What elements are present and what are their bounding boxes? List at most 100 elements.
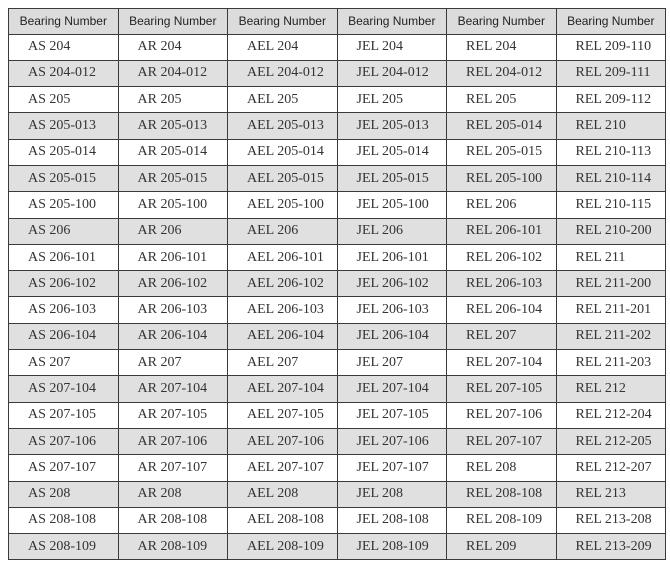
table-cell: REL 204-012 bbox=[446, 59, 557, 88]
table-cell: AEL 206 bbox=[227, 217, 338, 245]
table-cell: REL 206-104 bbox=[446, 296, 557, 324]
table-cell: REL 205 bbox=[446, 86, 557, 114]
table-row: AS 205-015 AR 205-015 AEL 205-015 JEL 205-0… bbox=[8, 164, 666, 193]
table-cell: AR 205-014 bbox=[117, 138, 228, 166]
table-cell: AR 207-105 bbox=[117, 401, 228, 429]
table-cell: AR 207-107 bbox=[117, 454, 228, 482]
header-row: Bearing Number Bearing Number Bearing Numb… bbox=[8, 8, 666, 35]
column-header: Bearing Number bbox=[8, 8, 119, 35]
table-cell: AEL 208-109 bbox=[227, 533, 338, 561]
table-cell: JEL 208-109 bbox=[336, 533, 447, 561]
table-cell: JEL 207-106 bbox=[336, 427, 447, 456]
table-cell: AEL 206-103 bbox=[227, 296, 338, 324]
bearing-number-table: Bearing Number Bearing Number Bearing Numb… bbox=[8, 8, 666, 561]
column-header: Bearing Number bbox=[555, 8, 666, 35]
table-cell: AS 207-105 bbox=[8, 401, 119, 429]
table-cell: REL 207-107 bbox=[446, 427, 557, 456]
table-cell: AEL 205-014 bbox=[227, 138, 338, 166]
table-cell: REL 211 bbox=[555, 243, 666, 272]
table-cell: REL 209-111 bbox=[555, 59, 666, 88]
table-cell: REL 205-015 bbox=[446, 138, 557, 166]
table-cell: REL 210 bbox=[555, 112, 666, 140]
table-row: AS 207-107 AR 207-107 AEL 207-107 JEL 207-1… bbox=[8, 454, 666, 482]
table-cell: REL 213-209 bbox=[555, 533, 666, 561]
table-cell: AEL 204 bbox=[227, 33, 338, 61]
table-cell: REL 206-101 bbox=[446, 217, 557, 245]
table-cell: AS 206-102 bbox=[8, 270, 119, 298]
table-cell: AR 206 bbox=[117, 217, 228, 245]
table-cell: AEL 205-013 bbox=[227, 112, 338, 140]
table-cell: AS 207-106 bbox=[8, 427, 119, 456]
table-cell: REL 207-104 bbox=[446, 349, 557, 377]
table-cell: JEL 206-103 bbox=[336, 296, 447, 324]
table-cell: AR 204-012 bbox=[117, 59, 228, 88]
table-row: AS 206 AR 206 AEL 206 JEL 206 REL 206-101 REL… bbox=[8, 217, 666, 245]
table-row: AS 207-104 AR 207-104 AEL 207-104 JEL 207-1… bbox=[8, 375, 666, 403]
table-cell: JEL 204-012 bbox=[336, 59, 447, 88]
table-cell: REL 211-202 bbox=[555, 322, 666, 351]
table-cell: AS 207 bbox=[8, 349, 119, 377]
table-cell: AS 207-107 bbox=[8, 454, 119, 482]
column-header: Bearing Number bbox=[446, 8, 557, 35]
table-row: AS 206-101 AR 206-101 AEL 206-101 JEL 206-1… bbox=[8, 243, 666, 272]
table-cell: REL 213 bbox=[555, 480, 666, 508]
table-cell: AEL 208-108 bbox=[227, 506, 338, 535]
table-cell: AS 205-014 bbox=[8, 138, 119, 166]
table-cell: AS 208-108 bbox=[8, 506, 119, 535]
table-cell: AEL 206-102 bbox=[227, 270, 338, 298]
table-cell: JEL 205-100 bbox=[336, 191, 447, 219]
table-cell: JEL 205-013 bbox=[336, 112, 447, 140]
table-cell: AR 206-102 bbox=[117, 270, 228, 298]
table-row: AS 205-013 AR 205-013 AEL 205-013 JEL 205-0… bbox=[8, 112, 666, 140]
table-cell: REL 207-106 bbox=[446, 401, 557, 429]
table-cell: JEL 205-014 bbox=[336, 138, 447, 166]
table-cell: AS 206 bbox=[8, 217, 119, 245]
table-cell: REL 206-102 bbox=[446, 243, 557, 272]
table-cell: AS 206-104 bbox=[8, 322, 119, 351]
table-cell: REL 209-112 bbox=[555, 86, 666, 114]
table-cell: AR 207-106 bbox=[117, 427, 228, 456]
table-cell: AR 205-100 bbox=[117, 191, 228, 219]
table-cell: AEL 205 bbox=[227, 86, 338, 114]
table-cell: AS 206-103 bbox=[8, 296, 119, 324]
table-cell: REL 207 bbox=[446, 322, 557, 351]
table-cell: AEL 204-012 bbox=[227, 59, 338, 88]
table-row: AS 206-104 AR 206-104 AEL 206-104 JEL 206-1… bbox=[8, 322, 666, 351]
table-cell: REL 206 bbox=[446, 191, 557, 219]
table-cell: AEL 205-100 bbox=[227, 191, 338, 219]
table-cell: REL 210-113 bbox=[555, 138, 666, 166]
table-cell: AEL 207-105 bbox=[227, 401, 338, 429]
table-cell: JEL 206-101 bbox=[336, 243, 447, 272]
table-row: AS 207 AR 207 AEL 207 JEL 207 REL 207-104 REL… bbox=[8, 349, 666, 377]
table-cell: REL 205-014 bbox=[446, 112, 557, 140]
table-cell: AR 206-103 bbox=[117, 296, 228, 324]
table-cell: AS 205-015 bbox=[8, 164, 119, 193]
column-header: Bearing Number bbox=[117, 8, 228, 35]
table-cell: JEL 206 bbox=[336, 217, 447, 245]
table-row: AS 208-109 AR 208-109 AEL 208-109 JEL 208-1… bbox=[8, 533, 666, 561]
table-row: AS 205-014 AR 205-014 AEL 205-014 JEL 205-0… bbox=[8, 138, 666, 166]
table-cell: JEL 207-107 bbox=[336, 454, 447, 482]
table-cell: REL 209 bbox=[446, 533, 557, 561]
table-cell: JEL 207-105 bbox=[336, 401, 447, 429]
table-cell: AS 206-101 bbox=[8, 243, 119, 272]
table-cell: AS 205 bbox=[8, 86, 119, 114]
table-cell: REL 208-108 bbox=[446, 480, 557, 508]
table-cell: REL 204 bbox=[446, 33, 557, 61]
table-cell: AR 208-109 bbox=[117, 533, 228, 561]
table-row: AS 204-012 AR 204-012 AEL 204-012 JEL 204-0… bbox=[8, 59, 666, 88]
table-cell: REL 212-204 bbox=[555, 401, 666, 429]
table-row: AS 207-105 AR 207-105 AEL 207-105 JEL 207-1… bbox=[8, 401, 666, 429]
table-cell: REL 208 bbox=[446, 454, 557, 482]
table-cell: JEL 207 bbox=[336, 349, 447, 377]
table-cell: AS 204 bbox=[8, 33, 119, 61]
table-cell: AR 204 bbox=[117, 33, 228, 61]
table-cell: AS 204-012 bbox=[8, 59, 119, 88]
table-cell: REL 211-200 bbox=[555, 270, 666, 298]
table-cell: JEL 206-104 bbox=[336, 322, 447, 351]
table-cell: AEL 207 bbox=[227, 349, 338, 377]
table-cell: REL 209-110 bbox=[555, 33, 666, 61]
table-cell: AS 208 bbox=[8, 480, 119, 508]
table-cell: AS 205-013 bbox=[8, 112, 119, 140]
table-cell: REL 211-201 bbox=[555, 296, 666, 324]
